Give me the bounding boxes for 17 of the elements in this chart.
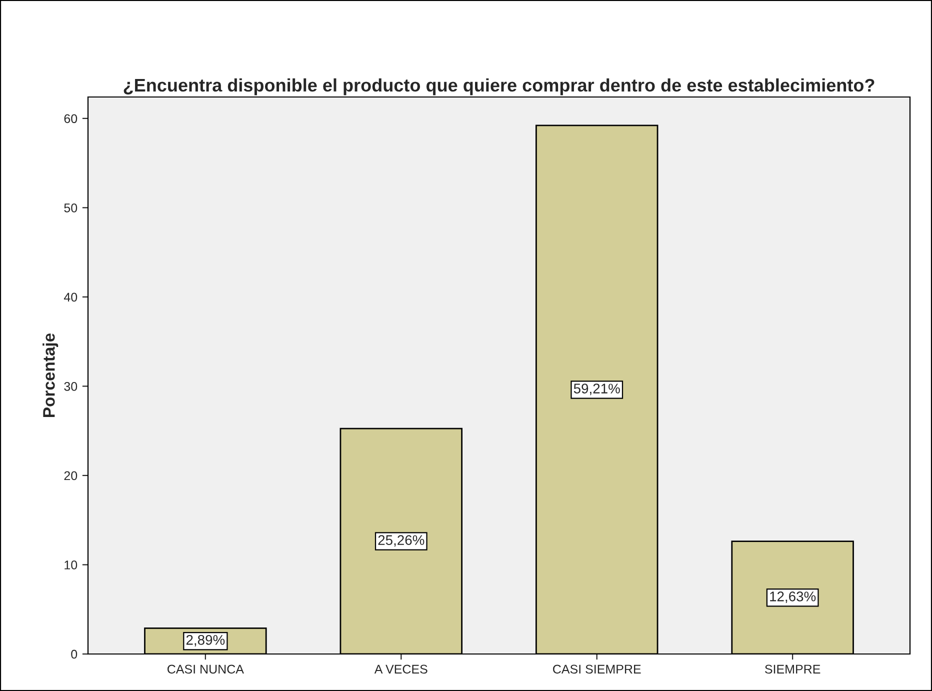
x-tick-label: SIEMPRE bbox=[765, 664, 820, 674]
chart-title: ¿Encuentra disponible el producto que quiere comprar dentro de este establecimiento? bbox=[124, 78, 874, 96]
data-label: 25,26% bbox=[378, 535, 424, 547]
data-label: 59,21% bbox=[574, 384, 620, 396]
y-tick-label: 60 bbox=[64, 114, 78, 124]
y-tick-label: 30 bbox=[64, 382, 78, 391]
data-label: 2,89% bbox=[186, 634, 225, 646]
y-tick-label: 20 bbox=[64, 471, 78, 480]
x-tick-label: CASI SIEMPRE bbox=[553, 664, 641, 674]
y-tick-label: 50 bbox=[64, 203, 78, 212]
x-tick-label: CASI NUNCA bbox=[168, 664, 244, 674]
y-tick-label: 10 bbox=[64, 560, 78, 570]
y-axis-title: Porcentaje bbox=[42, 333, 58, 417]
data-label: 12,63% bbox=[770, 592, 816, 603]
y-tick-label: 40 bbox=[64, 292, 78, 302]
x-tick-label: A VECES bbox=[374, 664, 428, 674]
y-tick-label: 0 bbox=[71, 650, 78, 659]
